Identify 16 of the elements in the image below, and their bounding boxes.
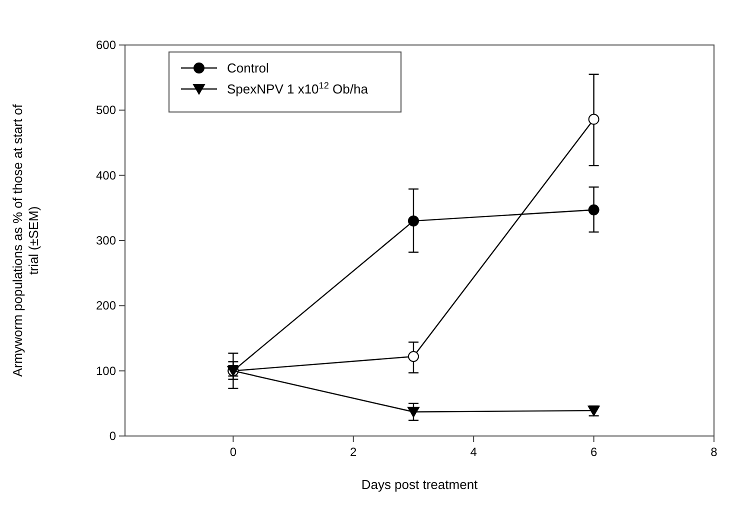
y-tick-label: 500 bbox=[96, 103, 116, 118]
x-tick-label: 8 bbox=[710, 445, 718, 459]
x-tick-label: 2 bbox=[350, 445, 358, 459]
y-axis-title: Armyworm populations as % of those at start of trial (±SEM) bbox=[10, 104, 41, 377]
x-tick-label: 6 bbox=[590, 445, 598, 459]
legend-label: Control bbox=[227, 60, 270, 76]
legend-label: SpexNPV 1 x10$^{12}$ Ob/ha bbox=[227, 80, 369, 96]
x-axis-title: Days post treatment bbox=[361, 477, 478, 492]
y-tick-label: 600 bbox=[96, 38, 116, 52]
y-tick-label: 100 bbox=[96, 364, 116, 378]
y-tick-label: 0 bbox=[109, 429, 116, 443]
x-tick-label: 0 bbox=[230, 445, 237, 459]
y-tick-label: 200 bbox=[96, 298, 116, 313]
x-tick-label: 4 bbox=[470, 445, 478, 459]
y-tick-label: 400 bbox=[96, 168, 116, 182]
y-tick-label: 300 bbox=[96, 234, 116, 248]
